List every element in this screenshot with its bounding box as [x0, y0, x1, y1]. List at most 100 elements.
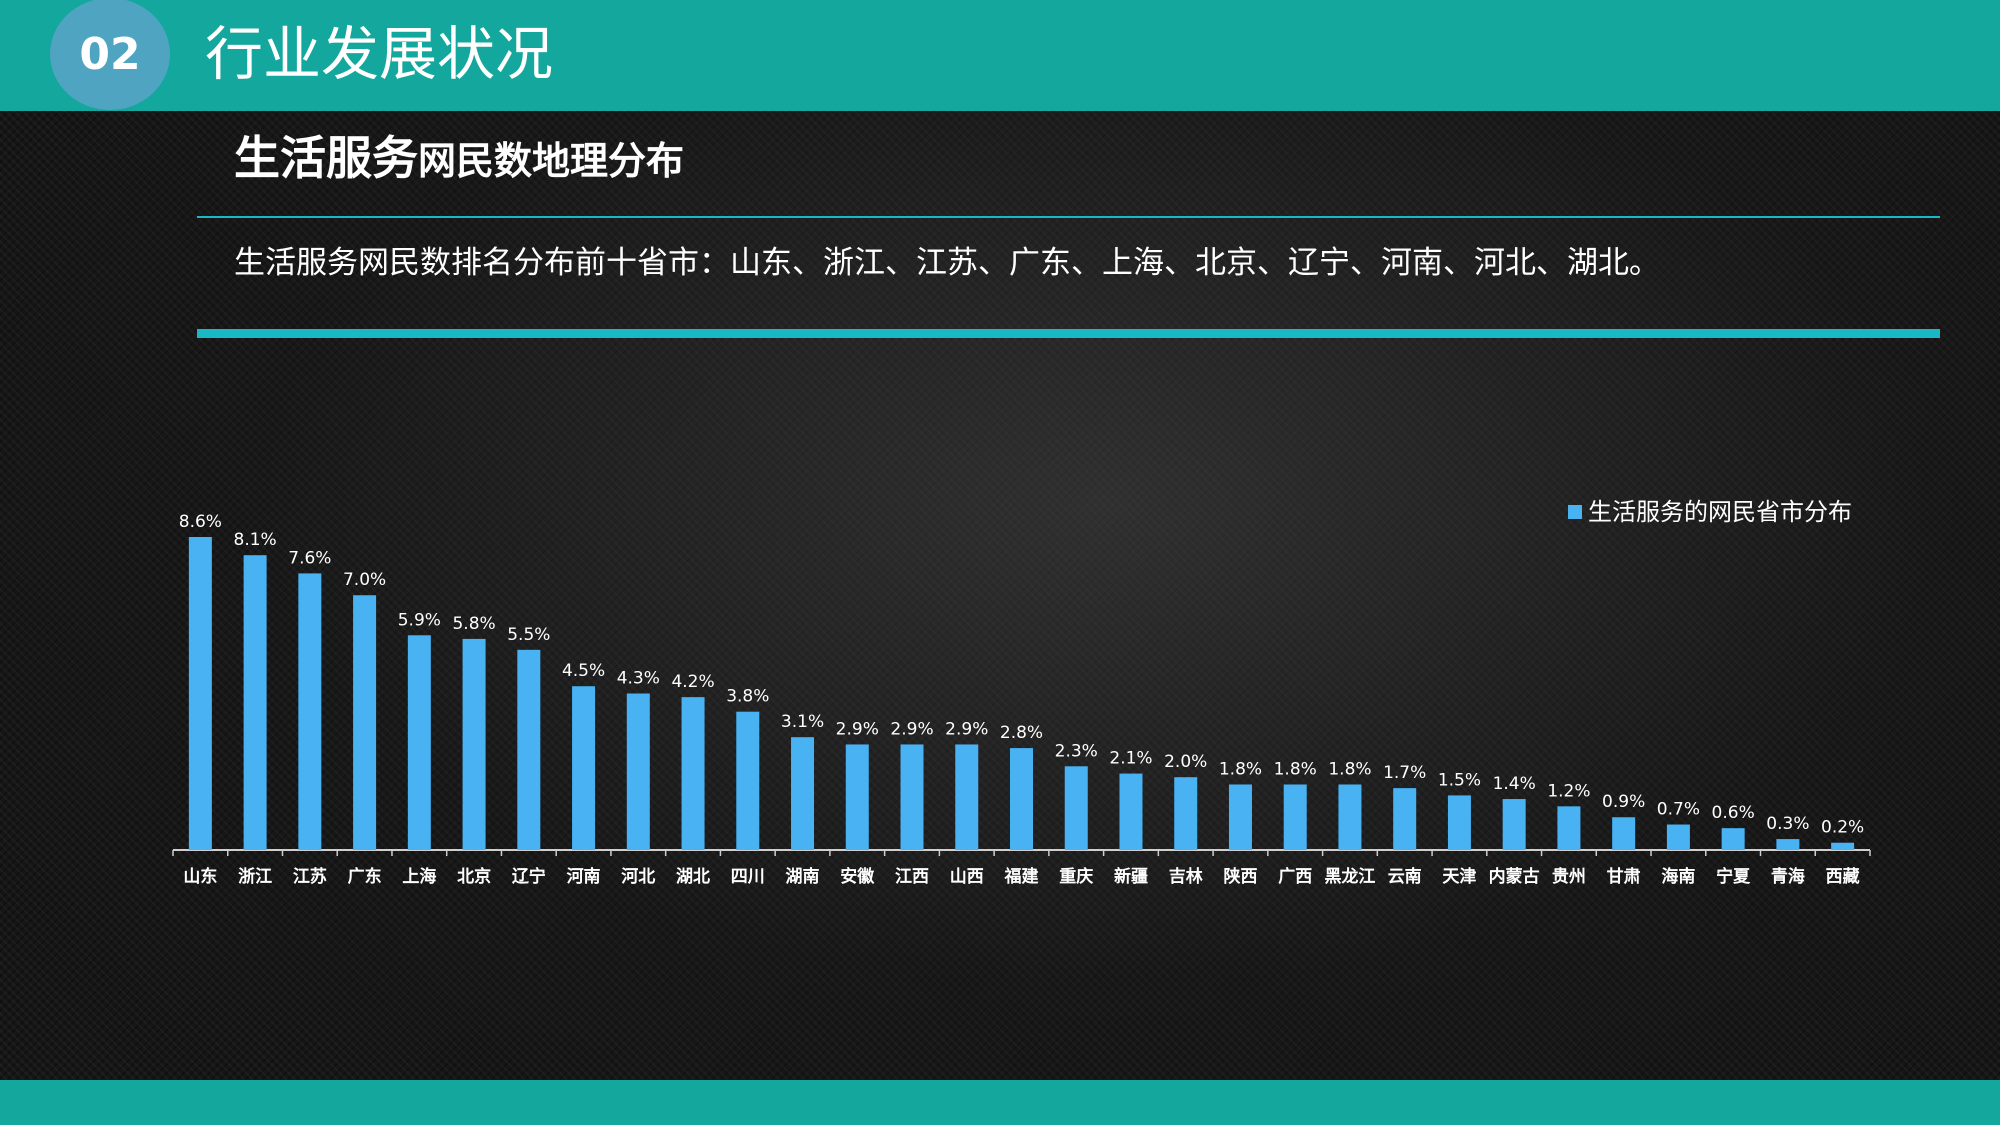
bar	[1174, 777, 1198, 850]
data-label: 8.6%	[179, 512, 222, 532]
bar	[1831, 842, 1855, 850]
x-tick-label: 云南	[1388, 866, 1422, 887]
data-label: 1.8%	[1219, 759, 1262, 779]
data-label: 5.9%	[398, 610, 441, 630]
section-title: 行业发展状况	[205, 20, 554, 88]
bar	[1228, 784, 1252, 850]
bar	[298, 573, 322, 850]
divider-thin	[197, 216, 1940, 218]
data-label: 0.6%	[1712, 803, 1755, 823]
footer-bar	[0, 1080, 2000, 1125]
bar	[517, 649, 541, 850]
bar	[407, 635, 431, 850]
data-label: 3.8%	[726, 687, 769, 707]
x-tick-label: 安徽	[840, 866, 875, 887]
bar	[626, 693, 650, 850]
x-tick-label: 海南	[1661, 866, 1695, 887]
data-label: 0.3%	[1766, 814, 1809, 834]
bar	[736, 711, 760, 850]
x-tick-label: 新疆	[1114, 866, 1148, 887]
x-tick-label: 四川	[731, 867, 765, 887]
x-tick-label: 陕西	[1223, 866, 1257, 887]
bar	[1721, 828, 1745, 850]
bar	[681, 697, 705, 850]
bar	[353, 595, 377, 850]
header-bar: 02 行业发展状况	[0, 0, 2000, 111]
data-label: 1.2%	[1547, 781, 1590, 801]
data-label: 2.9%	[836, 719, 879, 739]
x-tick-label: 山东	[183, 866, 217, 887]
bar	[900, 744, 924, 850]
data-label: 4.3%	[617, 669, 660, 689]
bar	[1666, 824, 1690, 850]
page-heading-sub: 网民数地理分布	[418, 139, 685, 183]
bar	[955, 744, 979, 850]
data-label: 0.2%	[1821, 818, 1864, 838]
bar	[1119, 773, 1143, 850]
bar-chart: 8.6% 山东 8.1% 浙江 7.6% 江苏 7.0% 广东 5.9% 上海 5.8% 北京 5.5%…	[172, 512, 1871, 887]
data-label: 4.2%	[671, 672, 714, 692]
bar	[1338, 784, 1362, 850]
data-label: 2.8%	[1000, 723, 1043, 743]
x-tick-label: 甘肃	[1607, 866, 1641, 887]
bar	[845, 744, 869, 850]
bar	[1557, 806, 1581, 850]
summary-text: 生活服务网民数排名分布前十省市：山东、浙江、江苏、广东、上海、北京、辽宁、河南、…	[234, 245, 1660, 281]
bar	[1010, 748, 1033, 850]
x-tick-label: 广东	[348, 866, 382, 887]
bar	[243, 555, 267, 850]
x-tick-label: 山西	[950, 867, 984, 887]
data-label: 2.9%	[890, 719, 933, 739]
data-label: 0.9%	[1602, 792, 1645, 812]
chart-legend: 生活服务的网民省市分布	[1568, 494, 1852, 530]
x-tick-label: 贵州	[1552, 866, 1586, 887]
x-tick-label: 天津	[1442, 866, 1476, 887]
bar	[1447, 795, 1471, 850]
data-label: 4.5%	[562, 661, 605, 681]
x-tick-label: 上海	[402, 866, 436, 887]
data-label: 0.7%	[1657, 800, 1700, 820]
page-heading: 生活服务网民数地理分布	[234, 128, 684, 199]
bar	[791, 737, 815, 850]
legend-swatch	[1568, 505, 1582, 519]
data-label: 1.8%	[1274, 759, 1317, 779]
bar	[462, 638, 486, 850]
bar	[1283, 784, 1307, 850]
x-tick-label: 重庆	[1059, 866, 1093, 887]
bar	[1776, 839, 1800, 850]
x-tick-label: 江西	[895, 867, 929, 887]
x-tick-label: 吉林	[1169, 866, 1203, 887]
x-tick-label: 宁夏	[1716, 866, 1751, 887]
bar	[188, 537, 212, 850]
data-label: 2.3%	[1055, 741, 1098, 761]
x-tick-label: 湖南	[786, 866, 820, 887]
x-tick-label: 西藏	[1826, 867, 1860, 887]
data-label: 1.5%	[1438, 770, 1481, 790]
divider-thick	[197, 329, 1940, 338]
x-tick-label: 江苏	[293, 866, 327, 887]
section-number-badge: 02	[50, 0, 170, 110]
x-tick-label: 内蒙古	[1489, 866, 1540, 887]
data-label: 1.8%	[1328, 759, 1371, 779]
x-tick-label: 黑龙江	[1324, 866, 1375, 887]
x-tick-label: 广西	[1278, 866, 1312, 887]
data-label: 2.1%	[1109, 749, 1152, 769]
bar	[1612, 817, 1636, 850]
x-tick-label: 福建	[1004, 866, 1039, 887]
x-tick-label: 辽宁	[512, 866, 546, 887]
data-label: 2.9%	[945, 719, 988, 739]
data-label: 5.5%	[507, 625, 550, 645]
bar	[1064, 766, 1088, 850]
data-label: 7.0%	[343, 570, 386, 590]
bar	[1393, 788, 1417, 850]
data-label: 8.1%	[234, 530, 277, 550]
x-tick-label: 北京	[457, 866, 491, 887]
data-label: 1.4%	[1493, 774, 1536, 794]
data-label: 1.7%	[1383, 763, 1426, 783]
bar	[572, 686, 596, 850]
x-tick-label: 湖北	[676, 867, 710, 887]
data-label: 5.8%	[452, 614, 495, 634]
x-tick-label: 河北	[621, 867, 655, 887]
legend-label: 生活服务的网民省市分布	[1588, 498, 1852, 526]
x-tick-label: 河南	[567, 866, 601, 887]
